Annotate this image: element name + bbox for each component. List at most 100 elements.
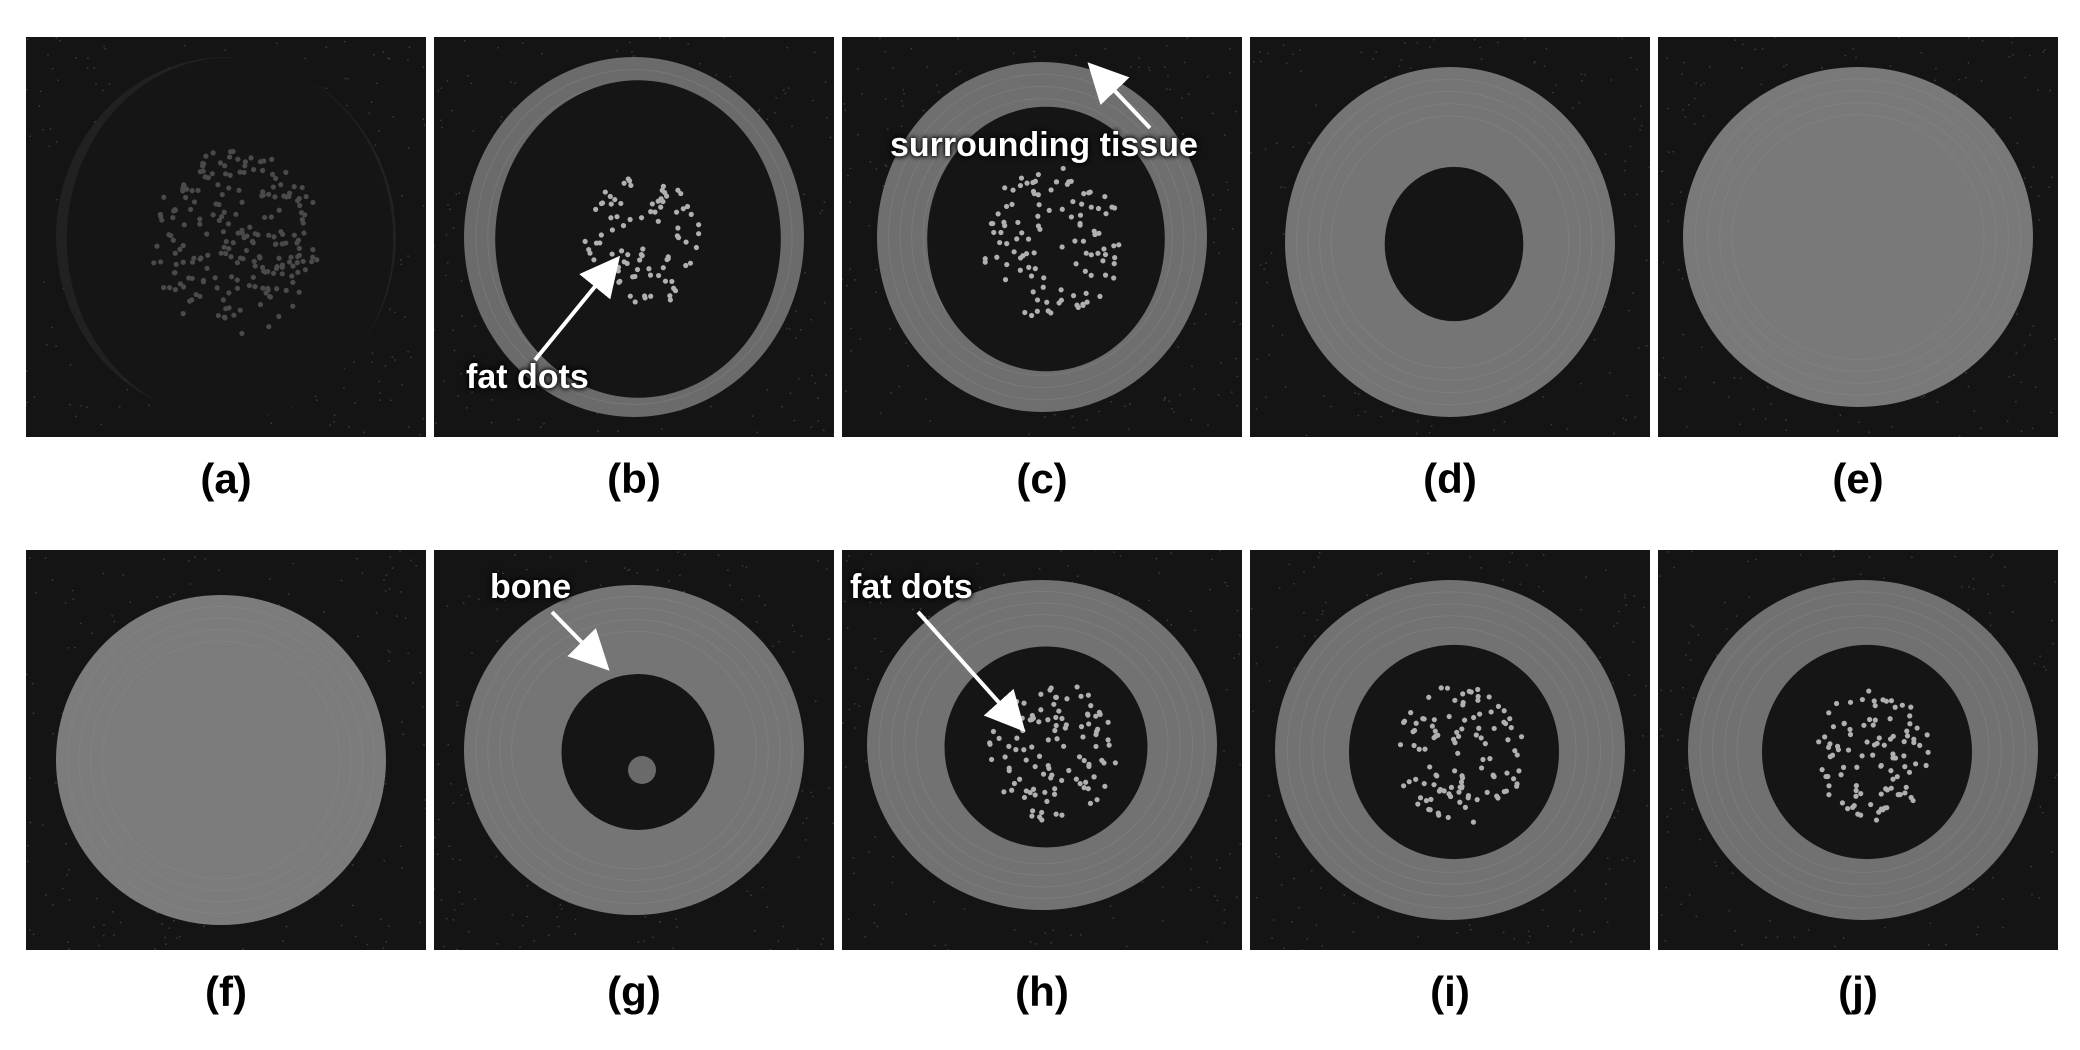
fat-dot (1454, 729, 1460, 735)
fat-dot (296, 245, 302, 251)
noise-speck (497, 46, 500, 49)
noise-speck (1113, 551, 1115, 554)
noise-speck (1693, 123, 1696, 126)
noise-speck (55, 345, 58, 348)
noise-speck (370, 101, 373, 104)
noise-speck (658, 37, 661, 40)
noise-speck (1219, 208, 1222, 211)
noise-speck (424, 799, 426, 801)
noise-speck (539, 426, 542, 429)
fat-dot (266, 324, 272, 330)
fat-dot (1004, 261, 1010, 268)
fat-dot (1514, 752, 1520, 758)
noise-speck (1191, 365, 1193, 368)
fat-dot (1876, 735, 1882, 741)
fat-dot (1045, 717, 1051, 723)
fat-dot (1423, 798, 1429, 804)
noise-speck (456, 948, 458, 950)
noise-speck (901, 105, 904, 107)
noise-speck (1910, 556, 1913, 559)
fat-dot (248, 155, 254, 161)
fat-dot (1073, 776, 1079, 782)
noise-speck (556, 916, 559, 918)
noise-speck (1608, 868, 1611, 870)
noise-speck (1233, 657, 1235, 660)
tissue-texture-ring (511, 630, 757, 870)
noise-speck (1235, 357, 1237, 360)
noise-speck (1236, 404, 1239, 407)
noise-speck (275, 42, 278, 45)
noise-speck (463, 39, 466, 42)
fat-dot (252, 284, 258, 290)
noise-speck (1593, 931, 1596, 934)
fat-dot (1053, 714, 1059, 721)
fat-dot (1858, 812, 1864, 818)
annotation-fat-dots-h: fat dots (850, 568, 973, 606)
noise-speck (423, 743, 425, 746)
fat-dot (1014, 735, 1020, 741)
noise-speck (2006, 420, 2009, 423)
fat-dot (1917, 742, 1923, 748)
fat-dot (1059, 206, 1065, 212)
noise-speck (419, 671, 422, 674)
fat-dot (1853, 783, 1859, 789)
noise-speck (68, 868, 70, 871)
noise-speck (810, 426, 813, 429)
noise-speck (64, 602, 67, 604)
fat-dot (1066, 179, 1072, 185)
tissue-texture-ring (78, 617, 364, 903)
noise-speck (858, 705, 861, 707)
fat-dot (693, 244, 699, 251)
fat-dot (1102, 272, 1109, 278)
noise-speck (1571, 107, 1574, 110)
fat-dot (237, 255, 244, 261)
noise-speck (811, 374, 814, 377)
noise-speck (825, 568, 828, 571)
fat-dot (687, 260, 694, 266)
fat-dot (1923, 762, 1929, 769)
fat-dot (1435, 732, 1441, 738)
panel-c-image (842, 37, 1242, 435)
noise-speck (2042, 51, 2045, 53)
noise-speck (111, 910, 114, 913)
fat-dot (158, 213, 164, 219)
noise-speck (873, 903, 876, 906)
noise-speck (1613, 625, 1615, 628)
fat-dot (601, 282, 607, 288)
noise-speck (842, 278, 844, 281)
noise-speck (1229, 71, 1231, 74)
fat-dot (1022, 309, 1028, 316)
noise-speck (1123, 405, 1126, 408)
noise-speck (876, 925, 879, 928)
noise-speck (1666, 57, 1669, 60)
noise-speck (750, 894, 752, 897)
fat-dot (1028, 273, 1035, 279)
noise-speck (455, 193, 458, 196)
noise-speck (103, 45, 106, 48)
noise-speck (1053, 413, 1056, 416)
noise-speck (112, 934, 115, 937)
fat-dot (261, 158, 267, 164)
noise-speck (2050, 411, 2053, 414)
noise-speck (1071, 415, 1074, 417)
noise-speck (2029, 186, 2032, 188)
fat-dot (234, 277, 240, 283)
noise-speck (1626, 856, 1629, 859)
fat-dot (1036, 719, 1042, 725)
fat-dot (1093, 731, 1099, 738)
noise-speck (79, 622, 82, 625)
fat-dot (1397, 742, 1404, 748)
fat-dot (1049, 772, 1055, 778)
noise-speck (72, 598, 75, 601)
fat-dot (283, 287, 289, 293)
fat-dot (265, 287, 271, 293)
noise-speck (2020, 430, 2023, 433)
tissue-texture-ring (475, 596, 793, 904)
fat-dot (205, 252, 211, 258)
fat-dot (1501, 708, 1507, 714)
noise-speck (1973, 410, 1976, 412)
noise-speck (1991, 553, 1994, 556)
noise-speck (848, 708, 851, 711)
noise-speck (1658, 373, 1661, 376)
noise-speck (1691, 808, 1694, 811)
